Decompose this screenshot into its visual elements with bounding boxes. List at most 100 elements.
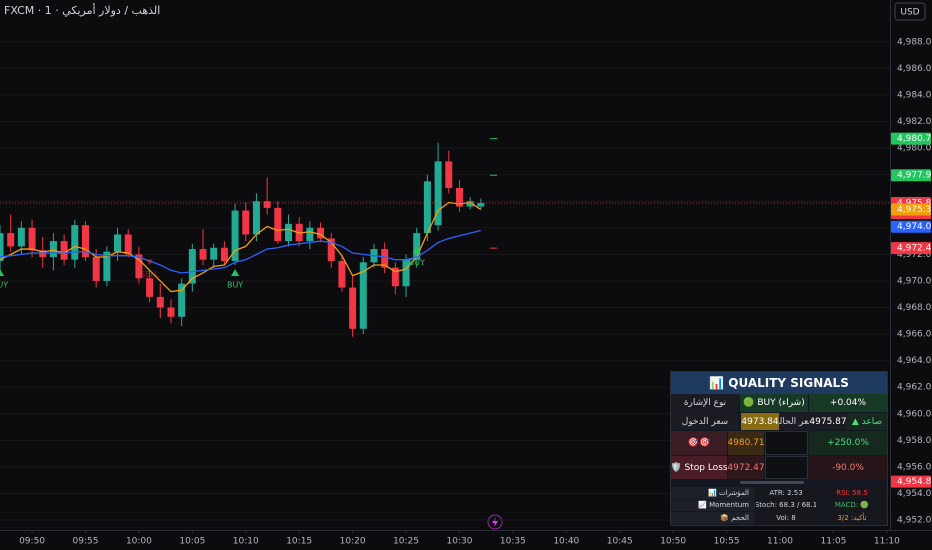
candle-body <box>252 201 260 235</box>
candle-body <box>306 227 314 242</box>
panel-title: 📊 QUALITY SIGNALS <box>671 372 887 394</box>
x-tick-label: 09:55 <box>73 537 99 547</box>
candle-body <box>0 233 4 262</box>
panel-cell: 4975.87 <box>809 413 847 430</box>
panel-cell: نوع الإشارة <box>671 394 739 412</box>
price-label-box <box>891 203 931 216</box>
panel-cell: سعر الحالي <box>779 413 809 430</box>
panel-cell: 4972.47 <box>728 456 764 479</box>
indicator-cell: 📦 الحجم <box>671 512 755 524</box>
signal-label: BUY <box>227 280 243 289</box>
signal-label: SELL <box>140 270 160 279</box>
y-tick-label: 4,960.00 <box>897 409 932 419</box>
x-tick-label: 11:10 <box>874 537 900 547</box>
indicator-cell: RSI: 58.5 <box>817 487 887 499</box>
y-tick-label: 4,956.00 <box>897 462 932 472</box>
y-tick-label: 4,986.00 <box>897 64 932 74</box>
x-tick-label: 10:30 <box>446 537 472 547</box>
x-tick-label: 11:00 <box>767 537 793 547</box>
empty-cell <box>765 431 808 455</box>
candle-body <box>39 250 47 258</box>
x-tick-label: 10:55 <box>714 537 740 547</box>
signal-marker <box>412 246 421 254</box>
y-tick-label: 4,954.00 <box>897 489 932 499</box>
candle-body <box>156 296 164 308</box>
candle-body <box>455 187 463 207</box>
candle-body <box>188 249 196 284</box>
indicator-cell: 📈 Momentum <box>671 499 755 511</box>
candle-body <box>477 202 485 207</box>
panel-cell: +0.04% <box>809 394 887 412</box>
candle-body <box>349 287 357 329</box>
indicator-cell: Stoch: 68.3 / 68.1 <box>756 499 816 511</box>
candle-body <box>327 238 335 262</box>
y-tick-label: 4,982.00 <box>897 117 932 127</box>
price-label-box <box>891 242 931 255</box>
signal-marker <box>0 268 4 276</box>
panel-cell: سعر الدخول <box>671 413 739 430</box>
price-label: 4,980.71 <box>897 134 932 144</box>
indicator-cell: 📊 المؤشرات <box>671 487 755 499</box>
moving-average <box>0 229 481 274</box>
candle-body <box>445 161 453 188</box>
candle-body <box>466 201 474 207</box>
candle-body <box>338 261 346 288</box>
candle-body <box>135 254 143 279</box>
candle-body <box>167 307 175 317</box>
price-label: 4,977.96 <box>897 171 932 181</box>
panel-cell: 4980.71 <box>728 431 764 455</box>
price-label-box <box>891 132 931 145</box>
panel-cell: 🟢 BUY (شراء) <box>740 394 808 412</box>
candle-body <box>124 234 132 255</box>
x-tick-label: 10:05 <box>179 537 205 547</box>
candle-body <box>317 227 325 239</box>
y-tick-label: 4,984.00 <box>897 90 932 100</box>
moving-average <box>0 201 482 293</box>
panel-cell: -90.0% <box>809 456 887 479</box>
candle-body <box>92 257 100 281</box>
candle-body <box>359 262 367 329</box>
x-tick-label: 10:15 <box>286 537 312 547</box>
x-tick-label: 10:35 <box>500 537 526 547</box>
indicator-cell: MACD: 🟢 <box>817 499 887 511</box>
x-tick-label: 09:50 <box>19 537 45 547</box>
indicator-cell: Vol: 8 <box>756 512 816 524</box>
x-tick-label: 10:00 <box>126 537 152 547</box>
panel-cell: ▲ صاعد <box>847 413 887 430</box>
candle-body <box>210 247 218 260</box>
candle-body <box>81 225 89 258</box>
candle-body <box>17 227 25 247</box>
signal-marker <box>146 259 153 266</box>
signal-label: BUY <box>409 258 425 267</box>
candle-body <box>103 251 111 281</box>
price-label-box <box>891 475 931 488</box>
candle-body <box>284 223 292 242</box>
candle-body <box>49 241 57 258</box>
candle-body <box>263 201 271 208</box>
currency-button[interactable] <box>894 2 926 21</box>
price-label-box <box>891 220 931 233</box>
candle-body <box>391 267 399 287</box>
replay-icon[interactable] <box>487 514 503 530</box>
price-label: 4,954.89 <box>897 477 932 487</box>
candle-body <box>60 241 68 260</box>
x-tick-label: 11:05 <box>820 537 846 547</box>
price-label: 4,975.38 <box>897 205 932 215</box>
panel-cell: 4973.84 <box>741 413 779 430</box>
y-tick-label: 4,952.00 <box>897 516 932 526</box>
signal-marker <box>231 268 240 276</box>
x-tick-label: 10:50 <box>660 537 686 547</box>
y-tick-label: 4,972.00 <box>897 250 932 260</box>
signal-label: BUY <box>0 280 8 289</box>
candle-body <box>423 181 431 234</box>
y-tick-label: 4,980.00 <box>897 144 932 154</box>
x-tick-label: 10:25 <box>393 537 419 547</box>
y-tick-label: 4,970.00 <box>897 276 932 286</box>
currency-label[interactable]: USD <box>900 8 919 18</box>
y-tick-label: 4,964.00 <box>897 356 932 366</box>
candle-body <box>402 259 410 287</box>
candle-body <box>71 225 79 260</box>
price-label: 4,975.87 <box>897 198 932 208</box>
y-tick-label: 4,968.00 <box>897 303 932 313</box>
